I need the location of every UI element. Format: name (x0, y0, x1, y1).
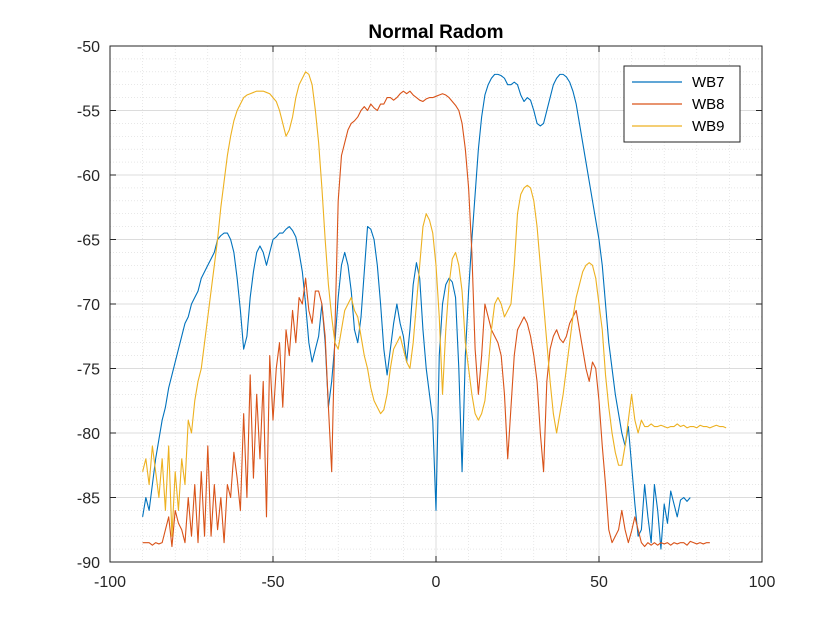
chart-title: Normal Radom (368, 22, 503, 43)
series-line-wb9 (142, 71, 727, 537)
y-tick-label: -75 (77, 362, 100, 379)
y-tick-label: -70 (77, 297, 100, 314)
y-tick-label: -60 (77, 168, 100, 185)
y-tick-label: -85 (77, 491, 100, 508)
x-tick-label: 0 (432, 574, 441, 591)
legend-label-wb9: WB9 (692, 118, 725, 135)
x-tick-label: -100 (94, 574, 126, 591)
y-tick-label: -50 (77, 39, 100, 56)
legend[interactable]: WB7 WB8 WB9 (623, 65, 741, 143)
y-tick-label: -65 (77, 233, 100, 250)
ticks-layer: -100 -50 0 50 100 -90 -85 -80 -75 -70 -65 -60 -55 -50 (77, 39, 776, 591)
y-tick-label: -55 (77, 104, 100, 121)
series-line-wb8 (142, 90, 710, 548)
x-tick-label: 100 (749, 574, 776, 591)
x-tick-label: -50 (261, 574, 284, 591)
series-layer (142, 71, 727, 550)
legend-label-wb8: WB8 (692, 96, 725, 113)
x-tick-label: 50 (590, 574, 608, 591)
y-tick-label: -90 (77, 555, 100, 572)
series-line-wb7 (142, 73, 691, 550)
y-tick-label: -80 (77, 426, 100, 443)
legend-label-wb7: WB7 (692, 74, 725, 91)
